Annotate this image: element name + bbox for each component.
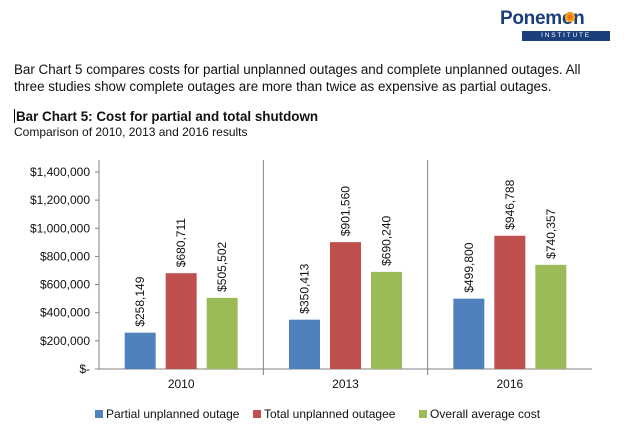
logo-sun-icon <box>564 11 576 23</box>
y-tick-label: $1,200,000 <box>30 193 90 207</box>
legend-swatch <box>419 410 427 418</box>
legend-label: Total unplanned outagee <box>264 407 396 421</box>
chart-subtitle: Comparison of 2010, 2013 and 2016 result… <box>14 125 248 139</box>
bar-total-unplanned-outagee <box>330 242 361 369</box>
bar-value-label: $499,800 <box>462 242 476 292</box>
y-tick-label: $400,000 <box>40 306 90 320</box>
y-tick-label: $1,400,000 <box>30 165 90 179</box>
bar-value-label: $690,240 <box>380 215 394 265</box>
legend-label: Overall average cost <box>430 407 541 421</box>
bar-value-label: $258,149 <box>133 276 147 326</box>
bar-total-unplanned-outagee <box>165 273 197 369</box>
y-tick-label: $1,000,000 <box>30 221 90 235</box>
bar-overall-average-cost <box>535 264 567 369</box>
legend-item: Partial unplanned outage <box>95 407 239 421</box>
bar-value-label: $680,711 <box>174 218 188 267</box>
chart-legend: Partial unplanned outage Total unplanned … <box>0 407 624 423</box>
x-tick-label: 2013 <box>332 377 359 391</box>
legend-item: Overall average cost <box>419 407 540 421</box>
legend-item: Total unplanned outagee <box>253 407 395 421</box>
bar-value-label: $740,357 <box>544 208 558 258</box>
logo-tagline: INSTITUTE <box>522 31 610 41</box>
y-tick-label: $800,000 <box>40 249 90 263</box>
y-tick-label: $200,000 <box>40 334 90 348</box>
bar-value-label: $946,788 <box>503 179 517 229</box>
y-tick-label: $- <box>79 362 90 376</box>
bar-partial-unplanned-outage <box>453 298 485 369</box>
legend-label: Partial unplanned outage <box>106 407 240 421</box>
y-tick-label: $600,000 <box>40 278 90 292</box>
intro-paragraph: Bar Chart 5 compares costs for partial u… <box>14 62 581 94</box>
bar-total-unplanned-outagee <box>494 235 526 369</box>
bar-partial-unplanned-outage <box>289 319 320 369</box>
x-tick-label: 2016 <box>496 377 523 391</box>
bar-value-label: $505,502 <box>215 241 229 291</box>
bar-value-label: $350,413 <box>298 263 312 313</box>
legend-swatch <box>95 410 103 418</box>
chart-title-row: Bar Chart 5: Cost for partial and total … <box>14 109 318 124</box>
x-tick-label: 2010 <box>168 377 195 391</box>
logo-wordmark: Ponemon <box>500 8 585 29</box>
bar-chart: $- $200,000 $400,000 $600,000 $800,000 $1,000… <box>30 160 592 391</box>
text-cursor <box>14 109 15 123</box>
ponemon-logo: Ponemon INSTITUTE <box>490 8 612 48</box>
chart-title: Bar Chart 5: Cost for partial and total … <box>16 109 319 124</box>
bar-overall-average-cost <box>371 271 402 369</box>
bar-partial-unplanned-outage <box>124 332 156 369</box>
bar-value-label: $901,560 <box>339 186 353 236</box>
legend-swatch <box>253 410 261 418</box>
bar-overall-average-cost <box>206 297 238 369</box>
